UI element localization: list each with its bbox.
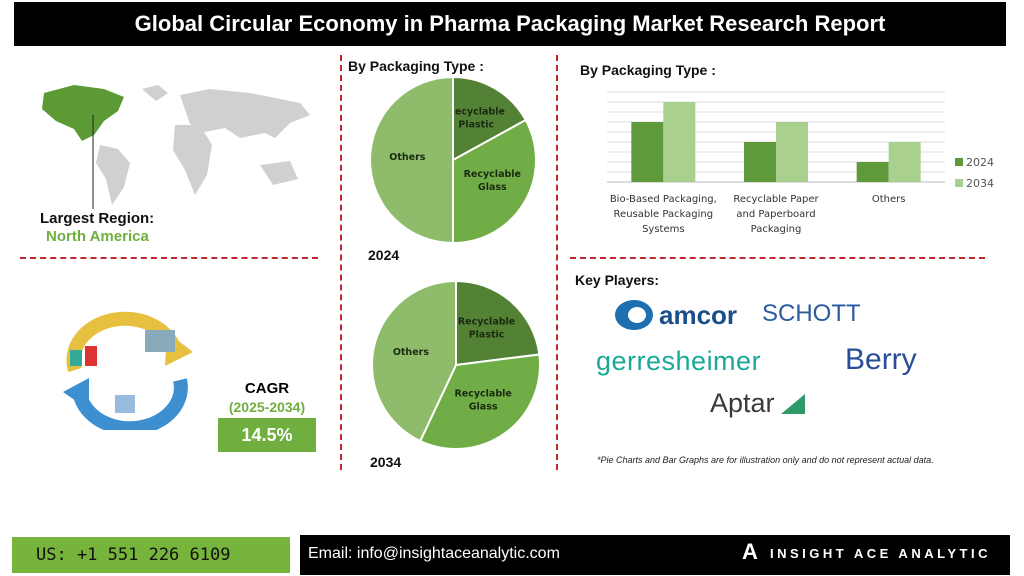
pie-chart-2034: Recyclable Plastic Recyclable Glass Others	[371, 279, 541, 450]
bar	[744, 142, 776, 182]
bar	[776, 122, 808, 182]
aptar-logo: Aptar	[710, 388, 807, 419]
legend-swatch	[955, 179, 963, 187]
pie-slice	[455, 279, 541, 367]
amcor-logo: amcor	[613, 298, 737, 332]
x-tick-label: Bio-Based Packaging, Reusable Packaging Sy…	[610, 194, 717, 235]
pie-slice-label: Others	[389, 152, 426, 163]
bar	[631, 122, 664, 182]
footer-bar: Email: info@insightaceanalytic.com A INS…	[300, 535, 1010, 575]
cagr-label: CAGR	[244, 380, 290, 397]
pie-slice-label: Recyclable Plastic	[458, 316, 515, 340]
berry-logo: Berry	[845, 343, 917, 376]
bar	[663, 102, 696, 182]
disclaimer: *Pie Charts and Bar Graphs are for illus…	[597, 455, 934, 465]
bar	[888, 142, 921, 182]
pie-slice-label: Others	[393, 347, 430, 358]
pie-slice-label: Recyclable Glass	[464, 169, 521, 193]
bar-chart-title: By Packaging Type :	[580, 62, 716, 78]
legend-swatch	[955, 158, 963, 166]
pie-year-2034: 2034	[370, 454, 402, 470]
divider	[20, 257, 318, 259]
pie-slice	[371, 279, 457, 443]
pie-year-2024: 2024	[368, 247, 400, 263]
divider	[556, 55, 558, 470]
pie-slice-label: Recyclable Glass	[454, 388, 511, 412]
brand-logo-icon: A	[742, 539, 758, 564]
divider	[570, 257, 985, 259]
brand-name: INSIGHT ACE ANALYTIC	[770, 546, 991, 561]
gerresheimer-logo: gerresheimer	[596, 346, 762, 376]
x-tick-label: Others	[872, 194, 906, 205]
pie-slice	[452, 75, 528, 162]
key-players-label: Key Players:	[575, 272, 660, 288]
email[interactable]: Email: info@insightaceanalytic.com	[308, 545, 560, 562]
pie-slice	[369, 75, 454, 245]
pie-slice-label: Recyclable Plastic	[448, 107, 505, 131]
phone-number: US: +1 551 226 6109	[12, 537, 290, 573]
divider	[340, 55, 342, 470]
cagr-period: (2025-2034)	[228, 399, 306, 415]
legend-label: 2034	[966, 177, 994, 190]
largest-region-value: North America	[46, 228, 149, 245]
circular-economy-icon	[63, 311, 193, 430]
largest-region-label: Largest Region:	[40, 210, 155, 227]
report-title: Global Circular Economy in Pharma Packag…	[14, 2, 1006, 46]
bar-chart: Bio-Based Packaging, Reusable Packaging Sy…	[607, 91, 994, 235]
legend-label: 2024	[966, 156, 994, 169]
cagr-value: 14.5%	[218, 418, 316, 452]
bar	[856, 162, 889, 182]
world-map	[42, 85, 310, 209]
x-tick-label: Recyclable Paper and Paperboard Packaging	[733, 194, 819, 235]
pie-slice	[452, 118, 537, 245]
pie-title: By Packaging Type :	[348, 58, 484, 74]
schott-logo: SCHOTT	[762, 300, 861, 327]
pie-chart-2024: Recyclable Plastic Recyclable Glass Others	[369, 75, 537, 245]
